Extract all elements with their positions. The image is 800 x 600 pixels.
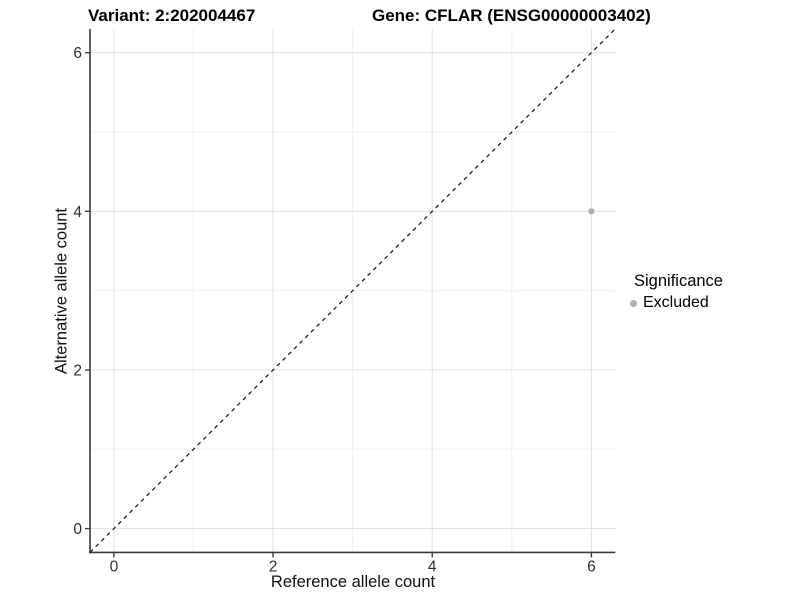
- x-tick-label: 6: [587, 558, 596, 575]
- x-tick-label: 0: [110, 558, 119, 575]
- y-tick-label: 4: [73, 204, 82, 221]
- variant-title: Variant: 2:202004467: [88, 6, 256, 25]
- y-tick-label: 2: [73, 362, 82, 379]
- x-axis-title: Reference allele count: [270, 573, 436, 591]
- x-tick-label: 4: [428, 558, 437, 575]
- data-point: [588, 208, 595, 215]
- gene-title: Gene: CFLAR (ENSG00000003402): [372, 6, 651, 25]
- legend-title: Significance: [634, 272, 723, 290]
- legend-item-label: Excluded: [643, 294, 709, 311]
- y-tick-label: 6: [73, 45, 82, 62]
- legend-item-excluded: Excluded: [630, 294, 723, 312]
- identity-dashed-line: [89, 28, 616, 553]
- y-axis-title: Alternative allele count: [52, 207, 71, 375]
- x-tick-label: 2: [269, 558, 278, 575]
- legend: Significance Excluded: [630, 272, 723, 312]
- legend-point-icon: [630, 299, 637, 307]
- y-tick-label: 0: [73, 521, 82, 538]
